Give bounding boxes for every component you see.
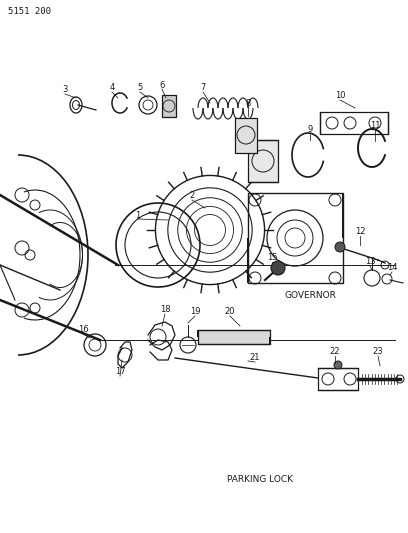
- Circle shape: [335, 242, 345, 252]
- Text: 11: 11: [370, 122, 380, 131]
- Bar: [248, 193, 343, 283]
- Text: 7: 7: [200, 84, 206, 93]
- Text: 6: 6: [159, 80, 165, 90]
- Bar: [235, 118, 257, 153]
- Text: 10: 10: [335, 92, 345, 101]
- Text: 23: 23: [373, 348, 383, 357]
- Text: 12: 12: [355, 228, 365, 237]
- Circle shape: [334, 361, 342, 369]
- Text: 4: 4: [109, 84, 115, 93]
- Bar: [198, 330, 270, 344]
- Text: 15: 15: [267, 254, 277, 262]
- Text: 18: 18: [160, 305, 170, 314]
- Text: 2: 2: [189, 191, 195, 200]
- Text: 9: 9: [307, 125, 313, 134]
- Bar: [318, 368, 358, 390]
- Text: 1: 1: [135, 211, 141, 220]
- Text: 14: 14: [387, 263, 397, 272]
- Text: 5151 200: 5151 200: [8, 7, 51, 17]
- Text: 5: 5: [137, 84, 143, 93]
- Text: 13: 13: [365, 257, 375, 266]
- Text: PARKING LOCK: PARKING LOCK: [227, 475, 293, 484]
- Text: 19: 19: [190, 308, 200, 317]
- Text: 17: 17: [115, 367, 125, 376]
- Bar: [162, 95, 176, 117]
- Bar: [248, 140, 278, 182]
- Text: 16: 16: [78, 326, 88, 335]
- Text: GOVERNOR: GOVERNOR: [284, 290, 336, 300]
- Text: 8: 8: [245, 99, 251, 108]
- Text: 20: 20: [225, 308, 235, 317]
- Text: 3: 3: [62, 85, 68, 94]
- Text: 21: 21: [250, 353, 260, 362]
- Text: 22: 22: [330, 348, 340, 357]
- Bar: [320, 112, 388, 134]
- Circle shape: [271, 261, 285, 275]
